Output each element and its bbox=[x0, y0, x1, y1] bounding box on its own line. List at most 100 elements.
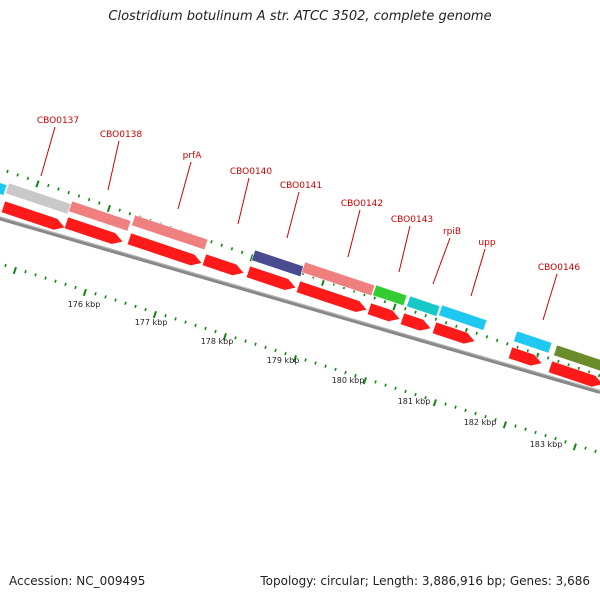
outer-minor-tick bbox=[128, 211, 132, 216]
scale-minor-tick bbox=[284, 351, 287, 356]
scale-minor-tick bbox=[194, 323, 197, 327]
scale-minor-tick bbox=[324, 364, 327, 368]
scale-minor-tick bbox=[444, 402, 447, 406]
feature-box-blue bbox=[438, 304, 488, 331]
cds-arrow bbox=[399, 312, 432, 332]
feature-track bbox=[0, 182, 600, 388]
scale-minor-tick bbox=[404, 389, 407, 394]
scale-minor-tick bbox=[534, 430, 537, 435]
cds-arrow bbox=[507, 346, 543, 367]
scale-minor-tick bbox=[184, 320, 187, 324]
backbone-line bbox=[0, 216, 600, 394]
outer-minor-tick bbox=[424, 314, 427, 318]
scale-ruler: 176 kbp 177 kbp 178 kbp 179 kbp 180 kbp 181 k… bbox=[4, 263, 597, 453]
gene-label-leader bbox=[432, 237, 451, 285]
scale-minor-tick bbox=[474, 411, 477, 416]
outer-minor-tick bbox=[220, 243, 223, 247]
feature-box-blue bbox=[0, 182, 8, 196]
scale-minor-tick bbox=[214, 329, 217, 334]
gene-label-leader bbox=[107, 140, 120, 191]
outer-minor-tick bbox=[230, 247, 234, 251]
gene-label: rpiB bbox=[443, 227, 461, 237]
scale-minor-tick bbox=[484, 414, 487, 419]
scale-minor-tick bbox=[334, 367, 337, 372]
outer-minor-tick bbox=[87, 197, 91, 202]
gene-label-leader bbox=[470, 248, 486, 297]
cds-arrow bbox=[295, 280, 368, 313]
gene-label-leader bbox=[347, 209, 361, 258]
scale-minor-tick bbox=[354, 373, 357, 378]
outer-minor-tick bbox=[434, 317, 438, 321]
scale-minor-tick bbox=[544, 433, 547, 438]
scale-minor-tick bbox=[424, 396, 427, 400]
scale-minor-tick bbox=[494, 418, 497, 422]
scale-label: 177 kbp bbox=[135, 318, 168, 327]
scale-minor-tick bbox=[54, 279, 57, 283]
scale-label: 182 kbp bbox=[464, 418, 497, 427]
scale-minor-tick bbox=[64, 282, 67, 286]
gene-label-leader bbox=[177, 161, 192, 210]
outer-minor-tick bbox=[47, 183, 50, 188]
outer-minor-tick bbox=[587, 370, 591, 374]
scale-minor-tick bbox=[104, 295, 107, 299]
scale-major-tick bbox=[222, 332, 227, 341]
scale-minor-tick bbox=[464, 408, 467, 412]
scale-minor-tick bbox=[314, 361, 317, 365]
scale-minor-tick bbox=[264, 345, 267, 349]
genome-backbone bbox=[0, 216, 600, 394]
scale-minor-tick bbox=[144, 307, 147, 312]
gene-label: prfA bbox=[183, 151, 203, 161]
cds-arrow bbox=[0, 200, 66, 231]
scale-minor-tick bbox=[524, 427, 527, 431]
gene-label-leader bbox=[398, 225, 411, 273]
gene-label: CBO0146 bbox=[538, 263, 581, 273]
scale-minor-tick bbox=[174, 317, 177, 321]
outer-minor-tick bbox=[404, 306, 407, 311]
scale-minor-tick bbox=[204, 326, 207, 331]
outer-minor-tick bbox=[373, 296, 376, 300]
outer-minor-tick bbox=[557, 359, 560, 364]
outer-minor-tick bbox=[546, 356, 550, 360]
accession-text: Accession: NC_009495 bbox=[9, 574, 146, 588]
scale-major-tick bbox=[502, 421, 507, 429]
scale-minor-tick bbox=[564, 440, 567, 444]
scale-minor-tick bbox=[344, 370, 347, 375]
scale-major-tick bbox=[292, 355, 297, 363]
cds-arrow bbox=[63, 216, 124, 245]
outer-minor-tick bbox=[67, 190, 70, 195]
gene-label: CBO0141 bbox=[280, 181, 322, 191]
cds-arrow bbox=[366, 302, 401, 322]
scale-major-tick bbox=[12, 266, 17, 275]
outer-minor-tick bbox=[98, 201, 101, 205]
outer-major-tick bbox=[249, 254, 254, 262]
scale-minor-tick bbox=[414, 392, 417, 397]
gene-label-leader bbox=[286, 191, 300, 239]
gene-label: upp bbox=[478, 238, 495, 248]
scale-minor-tick bbox=[34, 273, 37, 277]
scale-major-tick bbox=[152, 310, 157, 319]
scale-minor-tick bbox=[24, 270, 27, 274]
gene-label: CBO0142 bbox=[341, 199, 383, 209]
map-title: Clostridium botulinum A str. ATCC 3502, … bbox=[108, 9, 492, 24]
feature-box-navy bbox=[251, 249, 305, 278]
scale-minor-tick bbox=[304, 358, 307, 362]
outer-minor-tick bbox=[475, 331, 478, 335]
gene-label-leader bbox=[237, 177, 250, 225]
gene-label-leader bbox=[40, 126, 56, 177]
feature-box-salmon bbox=[301, 261, 376, 297]
scale-minor-tick bbox=[94, 292, 97, 296]
outer-major-tick bbox=[392, 303, 397, 311]
scale-minor-tick bbox=[554, 436, 557, 441]
gene-label-leader bbox=[542, 273, 558, 321]
outer-minor-tick bbox=[567, 363, 570, 367]
feature-box-blue bbox=[513, 330, 553, 354]
gene-label-layer: CBO0137 CBO0138 prfA CBO0140 CBO0141 CBO0142 C… bbox=[37, 116, 581, 321]
outer-minor-tick bbox=[516, 345, 519, 350]
scale-minor-tick bbox=[124, 301, 127, 305]
scale-major-tick bbox=[82, 288, 87, 297]
scale-label: 179 kbp bbox=[267, 356, 300, 365]
scale-minor-tick bbox=[244, 339, 247, 343]
scale-minor-tick bbox=[134, 304, 137, 309]
scale-minor-tick bbox=[114, 298, 117, 302]
